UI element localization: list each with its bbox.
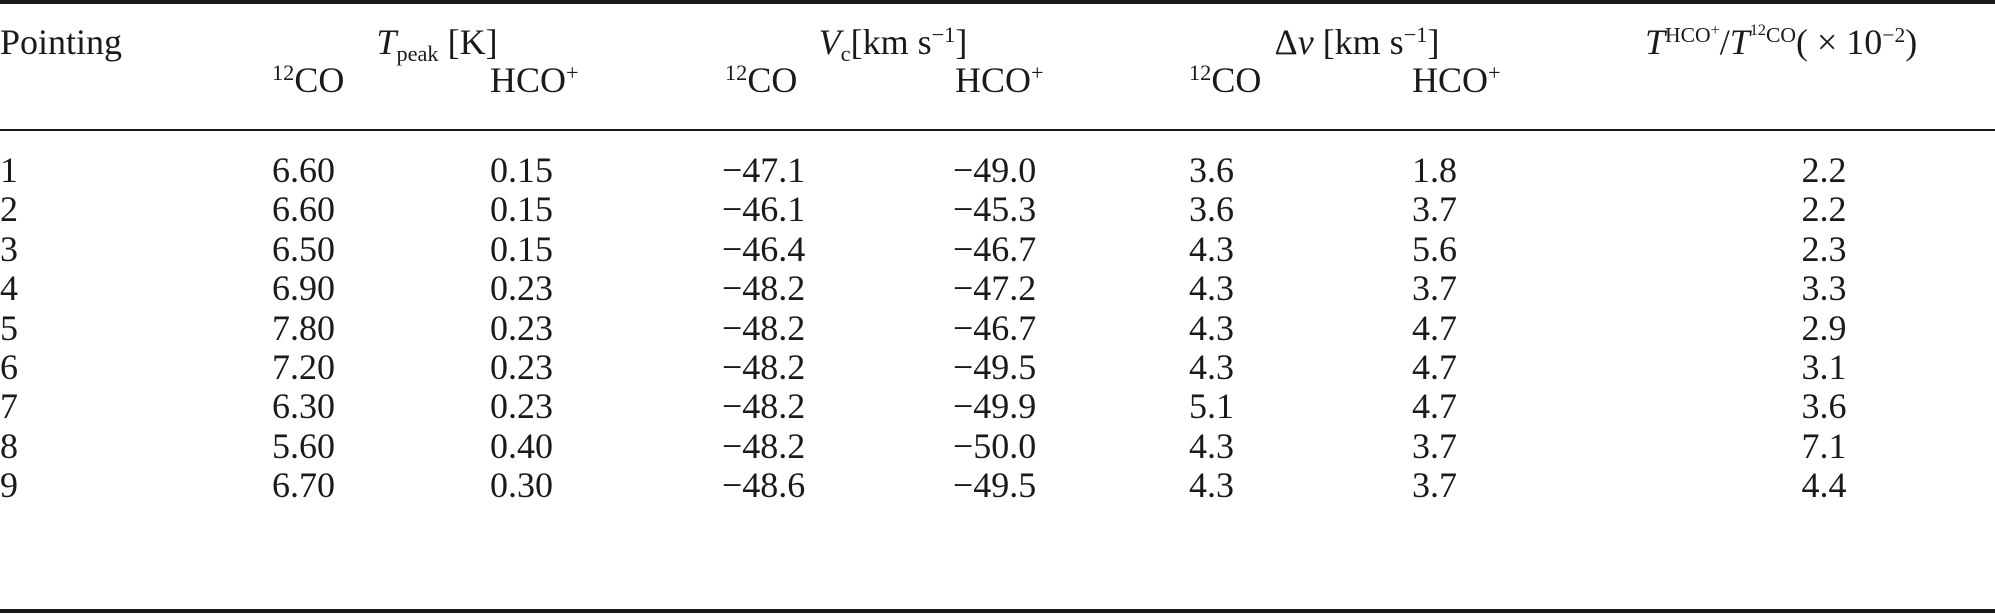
cell-dv-hco: 5.6 — [1412, 229, 1457, 269]
cell-dv-hco: 3.7 — [1412, 189, 1457, 229]
cell-tpeak-co: 6.70 — [272, 465, 335, 505]
cell-vc-hco: −46.7 — [953, 308, 1037, 348]
cell-vc-hco: −46.7 — [953, 229, 1037, 269]
cell-vc-hco: −49.5 — [953, 347, 1037, 387]
cell-tpeak-hco: 0.15 — [490, 229, 553, 269]
cell-vc-co: −48.2 — [722, 268, 806, 308]
cell-ratio: 2.3 — [1801, 229, 1847, 269]
header-tpeak: Tpeak [K] — [376, 22, 498, 66]
header-ratio: THCO+/T12CO( × 10−2) — [1645, 20, 1918, 62]
cell-tpeak-co: 6.50 — [272, 229, 335, 269]
cell-ratio: 2.2 — [1801, 189, 1847, 229]
cell-ratio: 2.9 — [1801, 308, 1847, 348]
cell-dv-hco: 3.7 — [1412, 268, 1457, 308]
cell-dv-co: 4.3 — [1189, 308, 1234, 348]
cell-pointing: 8 — [0, 426, 18, 466]
cell-ratio: 7.1 — [1801, 426, 1847, 466]
cell-dv-co: 4.3 — [1189, 229, 1234, 269]
cell-dv-co: 4.3 — [1189, 268, 1234, 308]
cell-dv-hco: 4.7 — [1412, 347, 1457, 387]
cell-tpeak-hco: 0.23 — [490, 308, 553, 348]
cell-vc-co: −48.2 — [722, 347, 806, 387]
cell-tpeak-co: 5.60 — [272, 426, 335, 466]
cell-tpeak-co: 7.80 — [272, 308, 335, 348]
subheader-vc-co: 12CO — [725, 59, 798, 100]
cell-dv-co: 5.1 — [1189, 386, 1234, 426]
cell-dv-co: 4.3 — [1189, 465, 1234, 505]
cell-tpeak-co: 6.60 — [272, 189, 335, 229]
bottom-rule — [0, 609, 1995, 613]
subheader-dv-co: 12CO — [1189, 59, 1262, 100]
cell-ratio: 3.1 — [1801, 347, 1847, 387]
cell-ratio: 2.2 — [1801, 150, 1847, 190]
subheader-tpeak-co: 12CO — [272, 59, 345, 100]
cell-ratio: 3.3 — [1801, 268, 1847, 308]
cell-tpeak-hco: 0.15 — [490, 150, 553, 190]
cell-dv-co: 3.6 — [1189, 189, 1234, 229]
cell-tpeak-co: 6.30 — [272, 386, 335, 426]
cell-pointing: 3 — [0, 229, 18, 269]
cell-vc-co: −46.1 — [722, 189, 806, 229]
cell-tpeak-co: 6.90 — [272, 268, 335, 308]
cell-tpeak-hco: 0.23 — [490, 386, 553, 426]
cell-dv-co: 4.3 — [1189, 426, 1234, 466]
cell-tpeak-hco: 0.23 — [490, 268, 553, 308]
cell-pointing: 6 — [0, 347, 18, 387]
cell-vc-hco: −49.5 — [953, 465, 1037, 505]
cell-tpeak-hco: 0.23 — [490, 347, 553, 387]
cell-ratio: 3.6 — [1801, 386, 1847, 426]
cell-dv-hco: 4.7 — [1412, 308, 1457, 348]
subheader-vc-hco: HCO+ — [955, 59, 1044, 100]
cell-vc-co: −48.6 — [722, 465, 806, 505]
header-pointing: Pointing — [0, 22, 123, 62]
cell-pointing: 5 — [0, 308, 18, 348]
cell-vc-co: −48.2 — [722, 426, 806, 466]
cell-tpeak-hco: 0.40 — [490, 426, 553, 466]
cell-dv-hco: 4.7 — [1412, 386, 1457, 426]
cell-pointing: 1 — [0, 150, 18, 190]
cell-tpeak-hco: 0.15 — [490, 189, 553, 229]
header-dv: Δv [km s−1] — [1274, 21, 1440, 62]
cell-vc-hco: −45.3 — [953, 189, 1037, 229]
cell-dv-co: 4.3 — [1189, 347, 1234, 387]
cell-vc-co: −47.1 — [722, 150, 806, 190]
cell-vc-hco: −50.0 — [953, 426, 1037, 466]
cell-vc-co: −46.4 — [722, 229, 806, 269]
cell-dv-hco: 1.8 — [1412, 150, 1457, 190]
cell-pointing: 7 — [0, 386, 18, 426]
cell-vc-hco: −47.2 — [953, 268, 1037, 308]
cell-tpeak-co: 7.20 — [272, 347, 335, 387]
subheader-dv-hco: HCO+ — [1412, 59, 1501, 100]
cell-vc-co: −48.2 — [722, 308, 806, 348]
cell-pointing: 2 — [0, 189, 18, 229]
cell-vc-co: −48.2 — [722, 386, 806, 426]
cell-dv-hco: 3.7 — [1412, 465, 1457, 505]
top-rule — [0, 0, 1995, 4]
cell-vc-hco: −49.0 — [953, 150, 1037, 190]
cell-pointing: 4 — [0, 268, 18, 308]
cell-tpeak-co: 6.60 — [272, 150, 335, 190]
cell-vc-hco: −49.9 — [953, 386, 1037, 426]
cell-dv-co: 3.6 — [1189, 150, 1234, 190]
cell-dv-hco: 3.7 — [1412, 426, 1457, 466]
header-rule — [0, 129, 1995, 131]
cell-ratio: 4.4 — [1801, 465, 1847, 505]
cell-pointing: 9 — [0, 465, 18, 505]
cell-tpeak-hco: 0.30 — [490, 465, 553, 505]
subheader-tpeak-hco: HCO+ — [490, 59, 579, 100]
header-vc: Vc[km s−1] — [818, 21, 968, 66]
